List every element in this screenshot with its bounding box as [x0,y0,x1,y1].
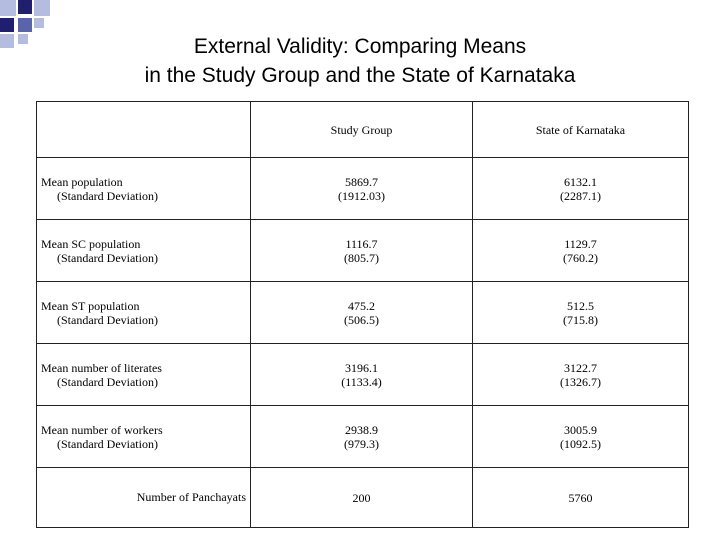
state-mean: 3005.9 [564,422,597,437]
state-sd: (1326.7) [560,374,601,389]
header-state: State of Karnataka [472,101,689,158]
corner-decoration [18,18,32,32]
state-value-cell: 3005.9 (1092.5) [472,405,689,468]
study-value-cell: 5869.7 (1912.03) [250,157,473,220]
table-row: Mean population (Standard Deviation) 586… [36,157,689,220]
panchayats-label: Number of Panchayats [36,467,251,528]
table-row: Mean number of literates (Standard Devia… [36,343,689,406]
corner-decoration [18,34,28,44]
header-study-group: Study Group [250,101,473,158]
row-label-sub: (Standard Deviation) [57,250,158,265]
row-label-main: Mean ST population [41,298,140,313]
title-line-2: in the Study Group and the State of Karn… [144,64,576,87]
state-sd: (715.8) [563,312,598,327]
corner-decoration [34,0,50,16]
row-label: Mean SC population (Standard Deviation) [36,219,251,282]
corner-decoration [0,18,14,32]
table-header-row: Study Group State of Karnataka [36,101,689,158]
state-mean: 3122.7 [564,360,597,375]
table-row: Mean ST population (Standard Deviation) … [36,281,689,344]
corner-decoration [0,34,14,48]
study-value-cell: 1116.7 (805.7) [250,219,473,282]
state-sd: (760.2) [563,250,598,265]
study-mean: 475.2 [348,298,375,313]
table-row: Mean number of workers (Standard Deviati… [36,405,689,468]
row-label: Mean number of literates (Standard Devia… [36,343,251,406]
row-label-sub: (Standard Deviation) [57,436,158,451]
study-mean: 2938.9 [345,422,378,437]
panchayats-state: 5760 [472,467,689,528]
state-sd: (1092.5) [560,436,601,451]
row-label-main: Mean number of literates [41,360,162,375]
corner-decoration [18,0,32,14]
table-row-panchayats: Number of Panchayats 200 5760 [36,467,689,528]
corner-decoration [0,0,16,16]
row-label: Mean population (Standard Deviation) [36,157,251,220]
table-row: Mean SC population (Standard Deviation) … [36,219,689,282]
state-mean: 512.5 [567,298,594,313]
row-label-main: Mean number of workers [41,422,163,437]
state-value-cell: 1129.7 (760.2) [472,219,689,282]
state-value-cell: 3122.7 (1326.7) [472,343,689,406]
study-mean: 1116.7 [345,236,378,251]
study-value-cell: 3196.1 (1133.4) [250,343,473,406]
state-value-cell: 6132.1 (2287.1) [472,157,689,220]
state-value-cell: 512.5 (715.8) [472,281,689,344]
row-label-sub: (Standard Deviation) [57,374,158,389]
slide-title: External Validity: Comparing Means in th… [0,32,720,90]
state-mean: 1129.7 [564,236,597,251]
state-sd: (2287.1) [560,188,601,203]
comparison-table: Study Group State of Karnataka Mean popu… [36,101,689,528]
row-label-main: Mean SC population [41,236,141,251]
study-value-cell: 475.2 (506.5) [250,281,473,344]
row-label: Mean ST population (Standard Deviation) [36,281,251,344]
panchayats-study: 200 [250,467,473,528]
corner-decoration [34,18,44,28]
state-mean: 6132.1 [564,174,597,189]
row-label-sub: (Standard Deviation) [57,312,158,327]
study-mean: 5869.7 [345,174,378,189]
study-value-cell: 2938.9 (979.3) [250,405,473,468]
row-label-main: Mean population [41,174,123,189]
study-sd: (506.5) [344,312,379,327]
study-sd: (1133.4) [341,374,382,389]
study-sd: (979.3) [344,436,379,451]
row-label: Mean number of workers (Standard Deviati… [36,405,251,468]
study-sd: (1912.03) [338,188,385,203]
title-line-1: External Validity: Comparing Means [193,35,527,58]
study-mean: 3196.1 [345,360,378,375]
header-empty [36,101,251,158]
row-label-sub: (Standard Deviation) [57,188,158,203]
study-sd: (805.7) [344,250,379,265]
